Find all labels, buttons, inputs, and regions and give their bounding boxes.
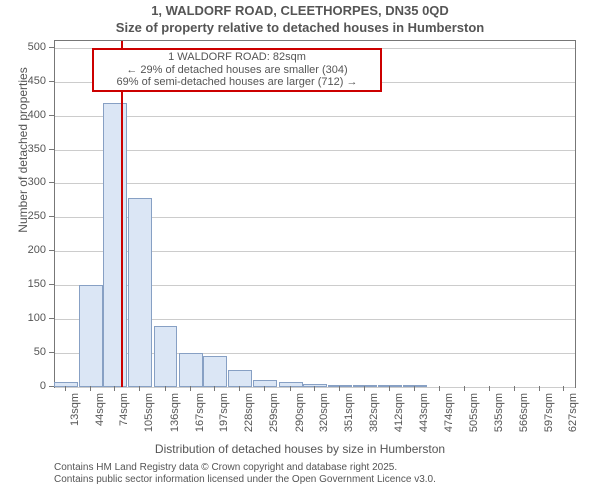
x-tick-label: 535sqm	[493, 393, 505, 432]
histogram-bar	[228, 370, 252, 387]
x-tick-label: 320sqm	[318, 393, 330, 432]
x-tick-label: 167sqm	[194, 393, 206, 432]
y-tick-label: 0	[0, 380, 46, 392]
chart-title-2: Size of property relative to detached ho…	[0, 20, 600, 35]
x-tick-label: 105sqm	[143, 393, 155, 432]
histogram-bar	[103, 103, 127, 387]
x-tick-label: 136sqm	[169, 393, 181, 432]
x-tick-label: 351sqm	[343, 393, 355, 432]
annotation-line: 69% of semi-detached houses are larger (…	[98, 76, 376, 89]
x-tick-label: 412sqm	[393, 393, 405, 432]
histogram-bar	[79, 285, 103, 387]
histogram-bar	[179, 353, 203, 387]
x-tick-label: 443sqm	[418, 393, 430, 432]
x-tick-label: 44sqm	[94, 393, 106, 426]
y-axis-label: Number of detached properties	[16, 0, 30, 323]
x-tick-label: 566sqm	[518, 393, 530, 432]
chart-title-1: 1, WALDORF ROAD, CLEETHORPES, DN35 0QD	[0, 3, 600, 18]
plot-area	[54, 40, 576, 388]
annotation-line: 1 WALDORF ROAD: 82sqm	[98, 51, 376, 64]
x-tick-label: 228sqm	[243, 393, 255, 432]
chart-container: 1, WALDORF ROAD, CLEETHORPES, DN35 0QD Si…	[0, 0, 600, 500]
histogram-bar	[128, 198, 152, 387]
x-tick-label: 505sqm	[468, 393, 480, 432]
y-tick-label: 50	[0, 346, 46, 358]
x-tick-label: 597sqm	[543, 393, 555, 432]
annotation-box: 1 WALDORF ROAD: 82sqm← 29% of detached h…	[92, 48, 382, 92]
x-axis-label: Distribution of detached houses by size …	[0, 442, 600, 456]
histogram-bar	[54, 382, 78, 387]
x-tick-label: 627sqm	[567, 393, 579, 432]
annotation-line: ← 29% of detached houses are smaller (30…	[98, 64, 376, 77]
x-tick-label: 382sqm	[368, 393, 380, 432]
histogram-bar	[154, 326, 178, 387]
footer-line-1: Contains HM Land Registry data © Crown c…	[0, 462, 600, 473]
x-tick-label: 74sqm	[118, 393, 130, 426]
x-tick-label: 197sqm	[218, 393, 230, 432]
x-tick-label: 290sqm	[294, 393, 306, 432]
footer-line-2: Contains public sector information licen…	[0, 474, 600, 485]
x-tick-label: 13sqm	[69, 393, 81, 426]
histogram-bar	[203, 356, 227, 387]
x-tick-label: 474sqm	[443, 393, 455, 432]
x-tick-label: 259sqm	[268, 393, 280, 432]
subject-property-marker	[121, 41, 123, 387]
